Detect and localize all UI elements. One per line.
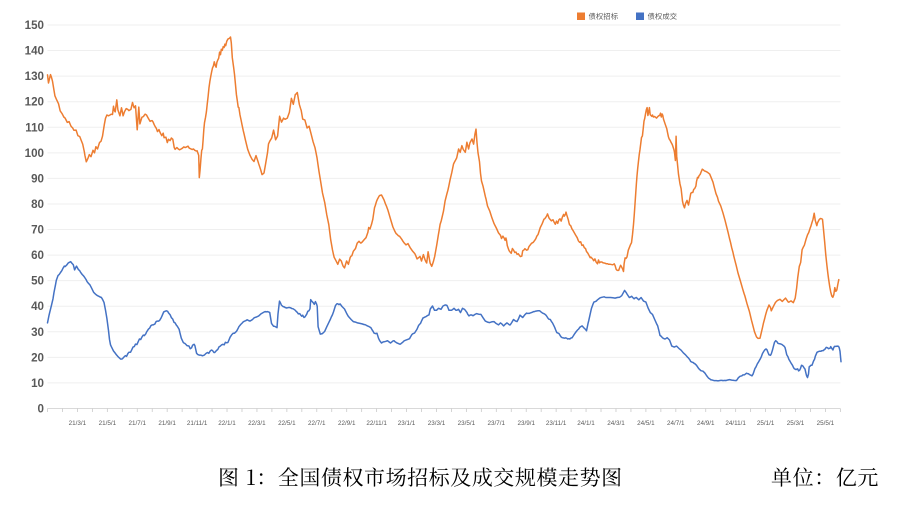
x-axis-label: 25/3/1 [787, 420, 805, 427]
x-axis-label: 22/9/1 [338, 420, 356, 427]
gridlines [47, 24, 841, 384]
y-axis-labels: 0 10 20 30 40 50 60 70 80 90 100 110 120 130 140 150 [25, 19, 44, 416]
y-axis-label: 30 [31, 326, 44, 339]
figure-caption [220, 467, 621, 487]
x-axis-label: 22/3/1 [248, 420, 266, 427]
x-axis-label: 24/5/1 [637, 420, 655, 427]
x-axis-label: 24/7/1 [667, 420, 685, 427]
x-axis-label: 25/1/1 [757, 420, 775, 427]
x-axis-label: 24/9/1 [697, 420, 715, 427]
x-axis-label: 22/11/1 [366, 420, 387, 427]
x-axis-label: 21/7/1 [129, 420, 147, 427]
x-axis [47, 408, 841, 412]
x-axis-label: 23/5/1 [458, 420, 476, 427]
legend [577, 12, 677, 20]
x-axis-label: 23/3/1 [428, 420, 446, 427]
x-axis-label: 21/11/1 [187, 420, 208, 427]
x-axis-label: 25/5/1 [817, 420, 835, 427]
x-axis-label: 24/3/1 [607, 420, 625, 427]
x-axis-label: 23/1/1 [398, 420, 416, 427]
y-axis-label: 50 [31, 275, 44, 288]
x-axis-label: 22/1/1 [218, 420, 236, 427]
x-axis-label: 22/7/1 [308, 420, 326, 427]
legend-swatch-bidding [577, 12, 585, 20]
y-axis-label: 40 [31, 300, 44, 313]
y-axis-label: 80 [31, 198, 44, 211]
unit-label [771, 467, 878, 487]
legend-item-bidding [577, 12, 618, 20]
y-axis-label: 60 [31, 249, 44, 262]
x-axis-label: 22/5/1 [278, 420, 296, 427]
x-axis-labels: 21/3/1 21/5/1 21/7/1 21/9/1 21/11/1 22/1/1 22/… [69, 420, 835, 427]
series-lines [46, 36, 842, 382]
legend-item-transaction [636, 12, 677, 20]
x-axis-label: 21/9/1 [158, 420, 176, 427]
y-axis-label: 70 [31, 224, 44, 237]
y-axis-label: 140 [25, 45, 44, 58]
x-axis-label: 21/3/1 [69, 420, 87, 427]
x-axis-label: 24/11/1 [725, 420, 746, 427]
y-axis-label: 0 [38, 403, 44, 416]
y-axis-label: 120 [25, 96, 44, 109]
legend-swatch-transaction [636, 12, 644, 20]
y-axis-label: 130 [25, 70, 44, 83]
y-axis-label: 20 [31, 351, 44, 364]
series-transaction-line [46, 260, 842, 382]
y-axis-label: 90 [31, 172, 44, 185]
caption-row [220, 467, 878, 487]
y-axis-label: 150 [25, 19, 44, 32]
legend-label-transaction [647, 12, 677, 20]
x-axis-label: 23/7/1 [488, 420, 506, 427]
x-axis-label: 23/9/1 [517, 420, 535, 427]
x-axis-label: 24/1/1 [577, 420, 595, 427]
legend-label-bidding [588, 12, 618, 20]
y-axis-label: 110 [25, 121, 44, 134]
y-axis-label: 10 [31, 377, 44, 390]
y-axis-label: 100 [25, 147, 44, 160]
x-axis-label: 23/11/1 [546, 420, 567, 427]
x-axis-label: 21/5/1 [99, 420, 117, 427]
series-bidding-line [46, 36, 840, 340]
